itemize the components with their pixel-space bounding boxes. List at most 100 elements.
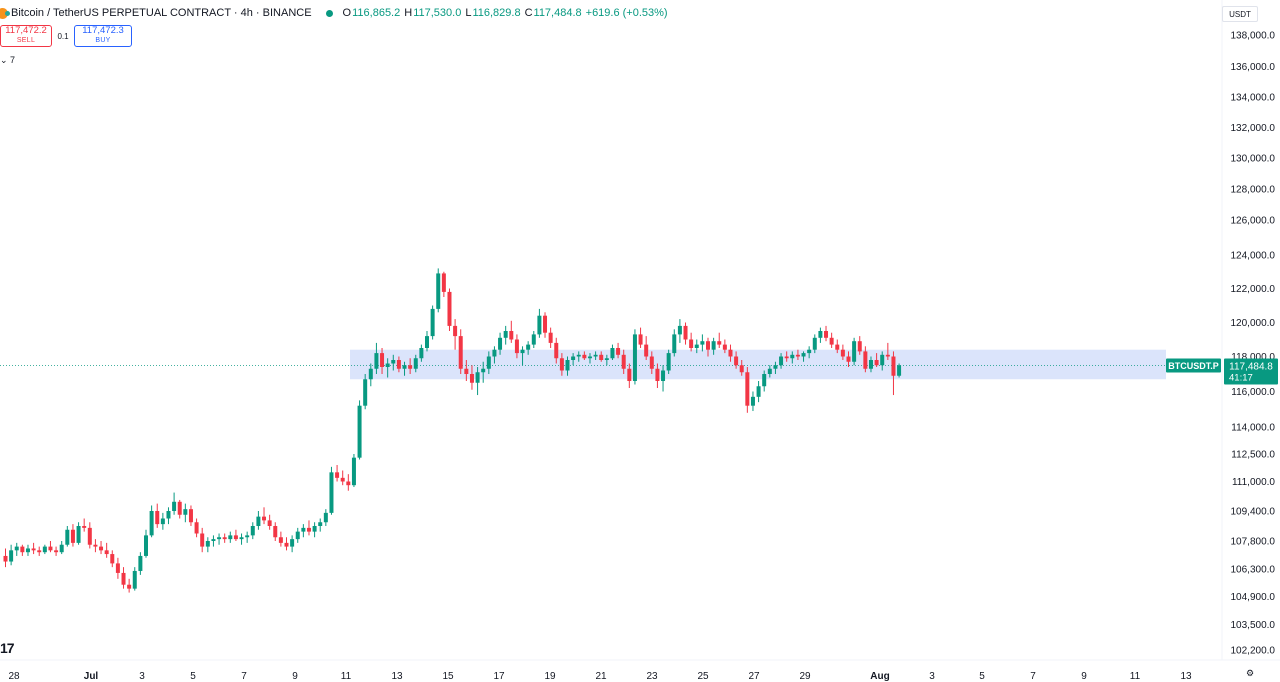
- candle-body: [711, 341, 716, 350]
- support-zone[interactable]: [350, 349, 1166, 380]
- price-axis-label: 120,000.0: [1231, 318, 1276, 329]
- candle: [818, 327, 823, 343]
- candle: [576, 351, 581, 362]
- candle: [621, 349, 626, 374]
- market-status-icon: [325, 9, 333, 17]
- candle-body: [677, 325, 682, 335]
- candle-body: [436, 273, 441, 309]
- candle-body: [346, 481, 351, 486]
- time-axis-label: 5: [190, 671, 196, 682]
- candle-body: [745, 372, 750, 406]
- candle: [852, 337, 857, 366]
- candle: [824, 325, 829, 342]
- candle: [458, 329, 463, 374]
- candle: [874, 353, 879, 367]
- candle-body: [554, 342, 559, 359]
- candle: [357, 400, 362, 460]
- candle-body: [200, 533, 205, 547]
- candle-body: [149, 511, 154, 536]
- candle-body: [323, 512, 328, 523]
- candle-body: [290, 539, 295, 547]
- candle: [464, 360, 469, 381]
- candle-body: [3, 555, 8, 562]
- candle-body: [87, 527, 92, 545]
- symbol-legend: Bitcoin / TetherUS PERPETUAL CONTRACT · …: [0, 4, 668, 22]
- candle: [31, 542, 36, 555]
- candle-body: [706, 341, 710, 350]
- candle-body: [801, 353, 806, 357]
- candle: [37, 546, 42, 556]
- time-axis-label: 13: [1180, 671, 1192, 682]
- candle-body: [374, 353, 379, 369]
- candle: [700, 334, 705, 352]
- candle-body: [717, 341, 722, 345]
- symbol-title[interactable]: Bitcoin / TetherUS PERPETUAL CONTRACT · …: [11, 7, 312, 19]
- candle-body: [587, 356, 592, 359]
- candle-body: [874, 360, 879, 366]
- candle: [565, 356, 570, 376]
- candle: [290, 535, 295, 553]
- candle: [694, 339, 699, 354]
- time-axis-label: 29: [799, 671, 811, 682]
- candle-body: [239, 537, 244, 540]
- candle-body: [621, 354, 626, 369]
- candle: [469, 365, 474, 390]
- candle-body: [689, 339, 694, 348]
- candle-body: [25, 548, 30, 553]
- candle-body: [273, 526, 278, 538]
- candle-body: [840, 349, 845, 357]
- candle: [756, 381, 761, 403]
- tradingview-logo[interactable]: 17: [0, 640, 15, 656]
- candle: [183, 503, 188, 523]
- price-axis-label: 111,000.0: [1232, 477, 1275, 488]
- time-axis-label: 5: [979, 671, 985, 682]
- indicators-toggle[interactable]: ⌄ 7: [0, 55, 16, 65]
- buy-button[interactable]: 117,472.3 BUY: [74, 25, 132, 47]
- candle-body: [756, 386, 761, 397]
- sell-button[interactable]: 117,472.2 SELL: [0, 25, 52, 47]
- candle-body: [453, 325, 458, 337]
- candle: [779, 353, 784, 369]
- candle-body: [694, 344, 699, 348]
- sell-label: SELL: [16, 37, 36, 44]
- candle-body: [458, 336, 463, 369]
- last-price-value: 117,484.8: [1229, 362, 1273, 373]
- candle: [481, 361, 486, 383]
- candle: [835, 339, 840, 354]
- candle: [295, 527, 300, 543]
- candle-body: [661, 370, 666, 381]
- candle-body: [492, 349, 497, 357]
- candle-body: [70, 529, 75, 543]
- candle: [48, 541, 53, 553]
- candle: [76, 522, 81, 545]
- candle: [323, 509, 328, 526]
- candle-body: [256, 516, 261, 526]
- candle-body: [818, 331, 823, 338]
- candle: [408, 358, 413, 374]
- settings-icon[interactable]: ⚙: [1246, 668, 1255, 678]
- candle-body: [571, 356, 576, 360]
- candle: [138, 552, 143, 575]
- candle: [627, 363, 632, 388]
- candle-body: [565, 360, 570, 371]
- candle-body: [340, 477, 345, 482]
- candle-body: [880, 354, 885, 366]
- candle-body: [132, 570, 137, 589]
- candle: [632, 329, 637, 385]
- candle: [486, 351, 491, 374]
- candle: [683, 322, 688, 345]
- candle-body: [306, 527, 311, 532]
- candle-body: [155, 511, 160, 525]
- currency-selector[interactable]: USDT: [1222, 6, 1258, 22]
- time-axis-label: 23: [646, 671, 658, 682]
- candle: [430, 305, 435, 340]
- candle: [750, 391, 755, 412]
- candle: [250, 522, 255, 540]
- candle: [571, 353, 576, 366]
- candle: [784, 351, 789, 362]
- candle-body: [868, 360, 873, 369]
- candle-body: [245, 535, 250, 538]
- candle: [363, 374, 368, 410]
- candle: [110, 550, 115, 568]
